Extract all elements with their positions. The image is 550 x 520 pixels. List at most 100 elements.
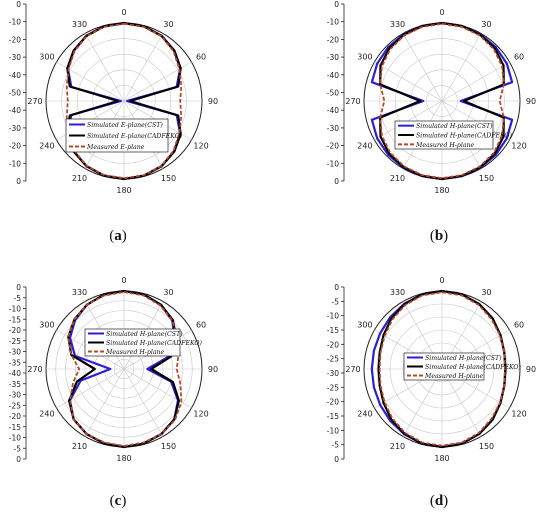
radial-tick-label: -30 — [9, 348, 21, 357]
radial-tick-label: -20 — [327, 142, 339, 151]
radial-tick-label: -20 — [9, 412, 21, 421]
angle-tick-label: 30 — [163, 20, 173, 29]
radial-tick-label: 0 — [334, 0, 339, 9]
series-line-2 — [66, 21, 182, 181]
angle-tick-label: 300 — [39, 53, 54, 62]
radial-tick-label: 0 — [334, 283, 339, 292]
radial-tick-label: 0 — [334, 455, 339, 464]
angle-tick-label: 180 — [116, 454, 131, 463]
series-line-2 — [377, 289, 507, 449]
legend: Simulated H-plane(CST) Simulated H-plane(… — [84, 328, 202, 357]
angle-tick-label: 90 — [208, 365, 218, 374]
angle-tick-label: 210 — [72, 174, 87, 183]
angle-tick-label: 120 — [193, 142, 208, 151]
radial-tick-label: -40 — [327, 106, 339, 115]
radial-tick-label: -50 — [9, 89, 21, 98]
legend-label: Measured H-plane — [424, 373, 483, 380]
angle-tick-label: 180 — [434, 186, 449, 195]
angle-tick-label: 120 — [511, 410, 526, 419]
angle-tick-label: 330 — [72, 288, 87, 297]
radial-tick-label: -25 — [327, 355, 339, 364]
radial-tick-label: -15 — [9, 315, 21, 324]
radial-tick-label: -15 — [327, 326, 339, 335]
radial-tick-label: -10 — [9, 159, 21, 168]
radial-tick-label: -10 — [9, 305, 21, 314]
radial-tick-label: -30 — [9, 53, 21, 62]
angle-tick-label: 30 — [481, 20, 491, 29]
angle-tick-label: 240 — [39, 142, 54, 151]
radial-tick-label: -35 — [9, 358, 21, 367]
radial-tick-label: -30 — [327, 369, 339, 378]
radial-tick-label: -35 — [9, 380, 21, 389]
radial-tick-label: 0 — [16, 455, 21, 464]
angle-tick-label: 150 — [479, 174, 494, 183]
angle-tick-label: 210 — [390, 174, 405, 183]
grid-spoke — [374, 61, 443, 102]
radial-tick-label: -40 — [327, 71, 339, 80]
panel-caption: (d) — [430, 493, 448, 509]
radial-tick-label: -40 — [9, 71, 21, 80]
legend-label: Simulated E-plane(CST) — [87, 122, 163, 129]
grid-spoke — [441, 61, 510, 102]
grid-spoke — [441, 100, 510, 141]
series-line-3 — [67, 291, 183, 447]
angle-tick-label: 150 — [161, 442, 176, 451]
angle-tick-label: 0 — [121, 276, 126, 285]
radial-tick-label: -20 — [327, 398, 339, 407]
angle-tick-label: 0 — [121, 8, 126, 17]
angle-tick-label: 60 — [514, 53, 524, 62]
panel-caption: (b) — [430, 228, 448, 244]
legend: Simulated E-plane(CST) Simulated E-plane(… — [65, 118, 183, 153]
radial-tick-label: 0 — [16, 0, 21, 9]
legend-label: Simulated H-plane(CADFEKO) — [106, 340, 202, 347]
radial-tick-label: -25 — [9, 337, 21, 346]
legend-label: Simulated H-plane(CADFEKO) — [425, 364, 521, 371]
radial-tick-label: -25 — [327, 383, 339, 392]
radial-tick-label: -10 — [327, 426, 339, 435]
polar-chart-1: 0 30 60 90 120 150 180 210 240 270 300 330 0 -10 -20 -3… — [9, 0, 218, 244]
legend-label: Simulated H-plane(CADFEKO) — [416, 133, 512, 140]
radial-tick-label: -10 — [9, 434, 21, 443]
radial-tick-label: -20 — [9, 142, 21, 151]
angle-tick-label: 300 — [357, 321, 372, 330]
legend-label: Simulated H-plane(CST) — [425, 355, 502, 362]
grid-spoke — [441, 33, 482, 102]
angle-tick-label: 90 — [526, 365, 536, 374]
radial-tick-label: -20 — [327, 340, 339, 349]
angle-tick-label: 270 — [345, 365, 360, 374]
polar-chart-4: 0 30 60 90 120 150 180 210 240 270 300 330 0 -5 -10 -15… — [327, 276, 536, 509]
radial-tick-label: -50 — [327, 89, 339, 98]
radial-tick-label: -20 — [9, 326, 21, 335]
angle-tick-label: 240 — [39, 410, 54, 419]
legend-label: Measured E-plane — [86, 144, 145, 151]
angle-tick-label: 0 — [439, 8, 444, 17]
series-line-3 — [379, 22, 505, 180]
radial-tick-label: -40 — [9, 369, 21, 378]
radial-tick-label: -5 — [332, 441, 340, 450]
grid-spoke — [84, 33, 125, 102]
series-line-3 — [378, 291, 506, 447]
angle-tick-label: 150 — [479, 442, 494, 451]
angle-tick-label: 180 — [116, 186, 131, 195]
radial-tick-label: -15 — [327, 412, 339, 421]
angle-tick-label: 240 — [357, 142, 372, 151]
panel-caption: (a) — [109, 228, 127, 244]
panel-caption: (c) — [110, 493, 127, 509]
angle-tick-label: 210 — [390, 442, 405, 451]
grid-spoke — [402, 33, 443, 102]
radial-tick-label: -40 — [9, 106, 21, 115]
grid-spoke — [56, 368, 125, 409]
legend-label: Simulated E-plane(CADFEKO) — [87, 133, 183, 140]
series-line-2 — [379, 21, 505, 181]
series-line-3 — [65, 22, 183, 180]
angle-tick-label: 60 — [196, 53, 206, 62]
legend-label: Simulated H-plane(CST) — [416, 123, 493, 130]
radial-tick-label: -10 — [327, 18, 339, 27]
angle-tick-label: 90 — [208, 97, 218, 106]
angle-tick-label: 210 — [72, 442, 87, 451]
grid-spoke — [374, 100, 443, 141]
angle-tick-label: 330 — [390, 20, 405, 29]
angle-tick-label: 330 — [72, 20, 87, 29]
radial-tick-label: -10 — [9, 18, 21, 27]
